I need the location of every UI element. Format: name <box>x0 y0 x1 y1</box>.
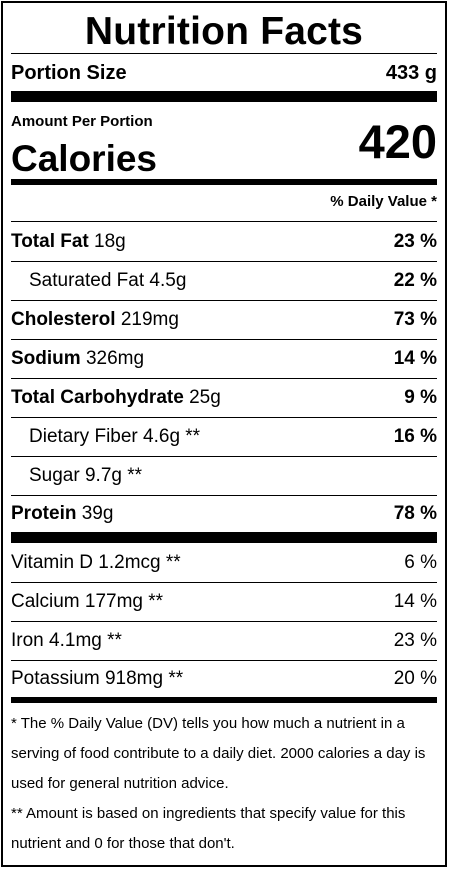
nutrient-amount: 18g <box>94 231 126 252</box>
row-divider <box>11 660 437 661</box>
nutrient-row-sodium: Sodium 326mg 14 % <box>11 340 437 378</box>
nutrient-amount: 9.7g ** <box>84 465 143 486</box>
vitamin-text: Potassium 918mg ** <box>11 668 183 690</box>
nutrient-dv: 16 % <box>393 426 437 447</box>
portion-size-label: Portion Size <box>11 61 127 84</box>
nutrient-text: Total Fat 18g <box>11 231 126 253</box>
nutrient-row-total-fat: Total Fat 18g 23 % <box>11 223 437 261</box>
nutrient-text: Sugar 9.7g ** <box>11 465 142 487</box>
nutrient-dv: 14 % <box>393 348 437 369</box>
nutrient-dv: 73 % <box>393 309 437 330</box>
nutrient-row-sugar: Sugar 9.7g ** <box>11 457 437 495</box>
nutrient-row-cholesterol: Cholesterol 219mg 73 % <box>11 301 437 339</box>
vitamin-text: Vitamin D 1.2mcg ** <box>11 552 181 574</box>
vitamin-amount: 918mg ** <box>104 668 184 689</box>
vitamin-text: Iron 4.1mg ** <box>11 630 122 652</box>
amount-per-portion: Amount Per Portion <box>11 113 153 130</box>
vitamin-row-iron: Iron 4.1mg ** 23 % <box>11 622 437 660</box>
row-divider <box>11 621 437 622</box>
protein-thick-divider <box>11 532 437 543</box>
nutrient-dv: 78 % <box>393 503 437 524</box>
title-divider <box>11 53 437 54</box>
row-divider <box>11 417 437 418</box>
nutrient-name: Cholesterol <box>11 309 116 330</box>
nutrient-name: Sugar <box>29 465 80 486</box>
vitamin-name: Iron <box>11 630 44 651</box>
nutrient-name: Total Fat <box>11 231 89 252</box>
calories-value: 420 <box>358 115 437 168</box>
calories-label: Calories <box>11 138 158 179</box>
row-divider <box>11 339 437 340</box>
row-divider <box>11 495 437 496</box>
row-divider <box>11 261 437 262</box>
nutrient-amount: 219mg <box>120 309 179 330</box>
nutrient-amount: 4.5g <box>149 270 187 291</box>
vitamin-row-potassium: Potassium 918mg ** 20 % <box>11 661 437 697</box>
nutrient-amount: 25g <box>189 387 221 408</box>
nutrient-dv: 9 % <box>404 387 437 408</box>
nutrient-name: Dietary Fiber <box>29 426 138 447</box>
footnote-divider <box>11 697 437 703</box>
vitamin-dv: 14 % <box>393 591 437 612</box>
calories-divider <box>11 179 437 185</box>
nutrient-text: Sodium 326mg <box>11 348 144 370</box>
vitamin-amount: 177mg ** <box>84 591 164 612</box>
nutrient-text: Protein 39g <box>11 503 113 525</box>
portion-thick-divider <box>11 91 437 102</box>
nutrient-amount: 4.6g ** <box>143 426 201 447</box>
row-divider <box>11 300 437 301</box>
vitamin-dv: 23 % <box>393 630 437 651</box>
nutrient-name: Total Carbohydrate <box>11 387 184 408</box>
row-divider <box>11 582 437 583</box>
row-divider <box>11 456 437 457</box>
footnote-daily-value: * The % Daily Value (DV) tells you how m… <box>11 715 426 792</box>
nutrient-dv: 23 % <box>393 231 437 252</box>
nutrient-dv: 22 % <box>393 270 437 291</box>
vitamin-amount: 1.2mcg ** <box>98 552 181 573</box>
label-title: Nutrition Facts <box>84 10 364 53</box>
daily-value-header: % Daily Value * <box>330 193 437 210</box>
vitamin-dv: 20 % <box>393 668 437 689</box>
footnotes: * The % Daily Value (DV) tells you how m… <box>11 709 437 859</box>
nutrient-amount: 39g <box>81 503 114 524</box>
vitamin-text: Calcium 177mg ** <box>11 591 163 613</box>
label-inner: Nutrition Facts Portion Size 433 g Amoun… <box>11 3 437 865</box>
nutrient-name: Saturated Fat <box>29 270 145 291</box>
footnote-amount-basis: ** Amount is based on ingredients that s… <box>11 805 406 852</box>
nutrient-name: Sodium <box>11 348 81 369</box>
vitamin-row-vitamin-d: Vitamin D 1.2mcg ** 6 % <box>11 544 437 582</box>
nutrient-row-dietary-fiber: Dietary Fiber 4.6g ** 16 % <box>11 418 437 456</box>
vitamin-amount: 4.1mg ** <box>49 630 122 651</box>
vitamin-name: Potassium <box>11 668 100 689</box>
nutrient-row-total-carbohydrate: Total Carbohydrate 25g 9 % <box>11 379 437 417</box>
nutrient-text: Cholesterol 219mg <box>11 309 179 331</box>
nutrition-label: Nutrition Facts Portion Size 433 g Amoun… <box>1 1 447 867</box>
nutrient-text: Total Carbohydrate 25g <box>11 387 221 409</box>
portion-size-value: 433 g <box>385 61 437 84</box>
vitamin-name: Vitamin D <box>11 552 94 573</box>
nutrient-row-saturated-fat: Saturated Fat 4.5g 22 % <box>11 262 437 300</box>
nutrient-row-protein: Protein 39g 78 % <box>11 496 437 532</box>
row-divider <box>11 378 437 379</box>
vitamin-name: Calcium <box>11 591 80 612</box>
nutrient-name: Protein <box>11 503 77 524</box>
nutrient-amount: 326mg <box>85 348 145 369</box>
vitamin-dv: 6 % <box>404 552 437 573</box>
vitamin-row-calcium: Calcium 177mg ** 14 % <box>11 583 437 621</box>
dv-divider <box>11 221 437 222</box>
nutrient-text: Dietary Fiber 4.6g ** <box>11 426 200 448</box>
portion-size-row: Portion Size 433 g <box>11 57 437 89</box>
nutrient-text: Saturated Fat 4.5g <box>11 270 186 292</box>
